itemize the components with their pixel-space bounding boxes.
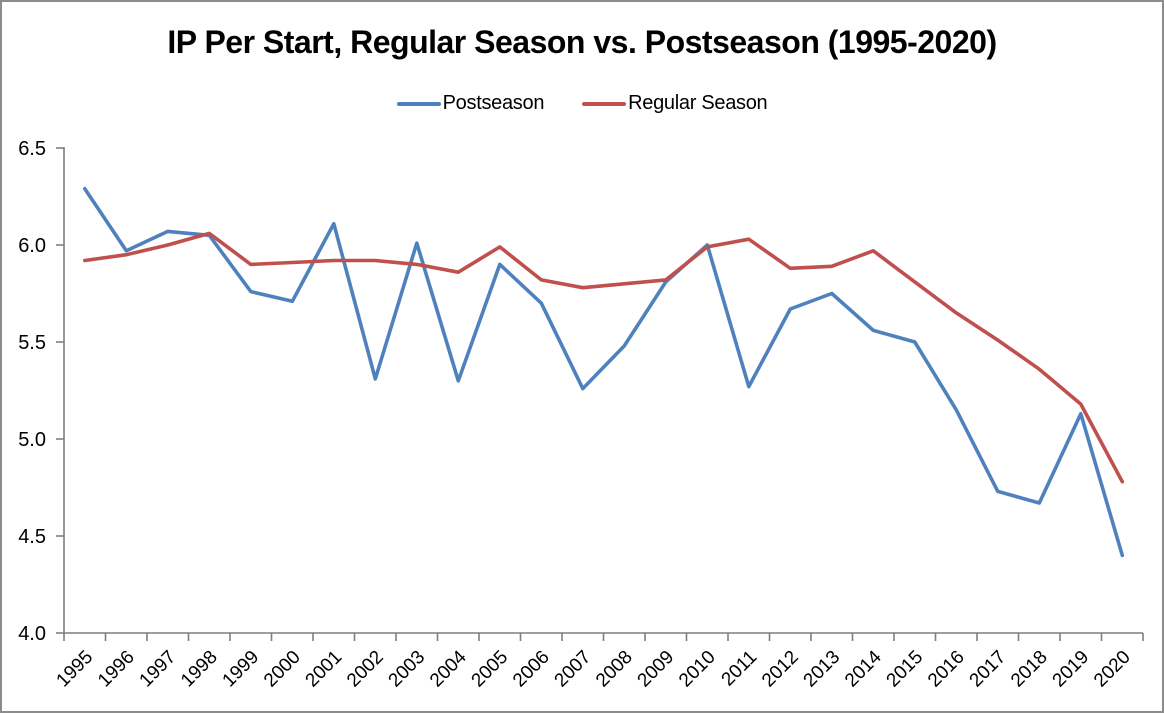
x-axis-ticks — [63, 633, 1144, 641]
x-tick-label: 2003 — [385, 647, 430, 692]
x-tick-label: 2015 — [883, 647, 928, 692]
legend-item-regular-season: Regular Season — [582, 92, 768, 115]
x-tick-label: 2005 — [468, 647, 513, 692]
x-tick-label: 1996 — [94, 647, 139, 692]
x-tick-label: 2009 — [634, 647, 679, 692]
x-tick-label: 2006 — [509, 647, 554, 692]
series-line-regular-season — [83, 231, 1125, 484]
y-axis-ticks — [56, 147, 64, 634]
regular-season-line-swatch — [582, 101, 627, 106]
x-tick-label: 2014 — [841, 646, 886, 691]
x-tick-label: 1995 — [53, 647, 98, 692]
y-tick-label: 6.0 — [18, 235, 46, 257]
x-tick-label: 2008 — [592, 647, 637, 692]
x-tick-label: 1997 — [136, 647, 181, 692]
x-tick-label: 2004 — [426, 646, 471, 691]
chart-legend: Postseason Regular Season — [2, 92, 1162, 115]
x-tick-label: 2007 — [551, 647, 596, 692]
x-axis-labels: 1995199619971998199920002001200220032004… — [53, 646, 1135, 691]
x-tick-label: 2016 — [924, 647, 969, 692]
x-tick-label: 2012 — [758, 647, 803, 692]
axes — [63, 147, 1143, 634]
x-tick-label: 2010 — [675, 647, 720, 692]
y-tick-label: 4.0 — [18, 623, 46, 645]
x-tick-label: 1999 — [219, 647, 264, 692]
series-line-postseason — [83, 186, 1125, 558]
postseason-line-swatch — [396, 101, 441, 106]
x-tick-label: 2013 — [800, 647, 845, 692]
y-tick-label: 5.5 — [18, 332, 46, 354]
y-tick-label: 4.5 — [18, 526, 46, 548]
x-tick-label: 2002 — [343, 647, 388, 692]
y-axis-labels: 4.0 4.5 5.0 5.5 6.0 6.5 — [18, 138, 46, 645]
legend-item-postseason: Postseason — [396, 92, 545, 115]
x-tick-label: 2000 — [260, 647, 305, 692]
x-tick-label: 2011 — [718, 647, 762, 691]
legend-label-postseason: Postseason — [442, 92, 545, 114]
x-tick-label: 2017 — [966, 647, 1011, 692]
x-tick-label: 2001 — [302, 647, 347, 692]
x-tick-label: 2018 — [1007, 647, 1052, 692]
chart-title: IP Per Start, Regular Season vs. Postsea… — [167, 24, 997, 60]
y-tick-label: 5.0 — [18, 429, 46, 451]
x-tick-label: 2020 — [1090, 647, 1135, 692]
x-tick-label: 1998 — [177, 647, 222, 692]
legend-label-regular-season: Regular Season — [628, 92, 768, 114]
x-tick-label: 2019 — [1049, 647, 1094, 692]
y-tick-label: 6.5 — [18, 138, 46, 160]
